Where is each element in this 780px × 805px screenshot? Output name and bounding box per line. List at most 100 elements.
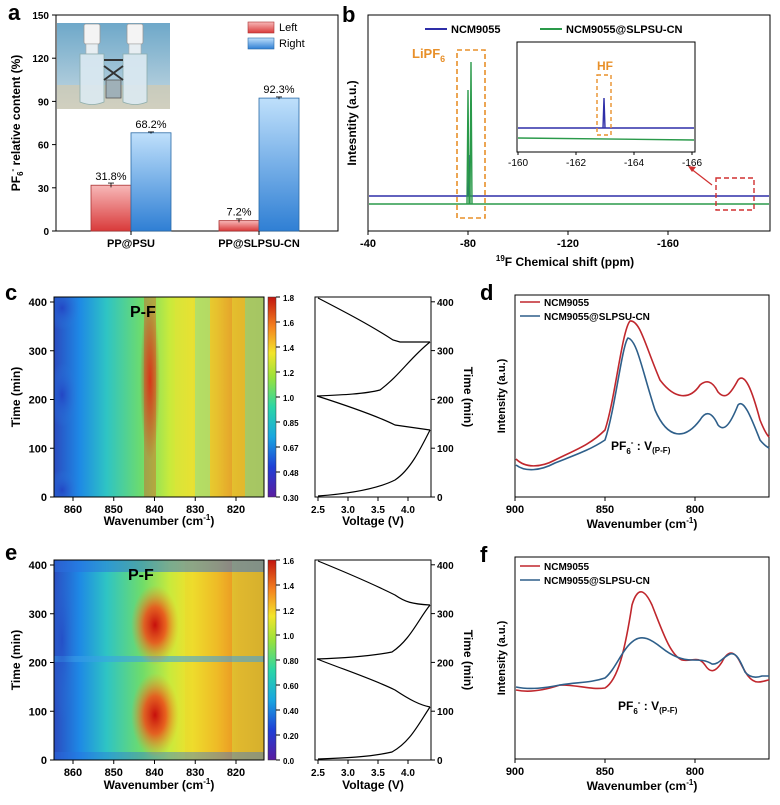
bar-value-label: 92.3% (263, 84, 294, 96)
legend-left: Left (279, 22, 297, 34)
time-tick-label: 300 (437, 610, 454, 621)
voltage-tick-label: 2.5 (311, 768, 325, 779)
x-axis-label: Wavenumber (cm-1) (104, 513, 215, 528)
y-tick-label: 30 (38, 184, 50, 195)
y-tick-label: 0.60 (283, 682, 299, 691)
x-tick-label: 840 (145, 767, 163, 779)
y-tick-label: 1.6 (283, 319, 295, 328)
heatmap-frame (53, 296, 265, 498)
x-tick-label: 850 (105, 767, 123, 779)
voltage-axis-label: Voltage (V) (342, 514, 404, 528)
pf-label: P-F (128, 567, 154, 584)
voltage-tick-label: 3.0 (341, 505, 355, 516)
heatmap-frame (53, 559, 265, 761)
y-tick-label: 1.0 (283, 394, 295, 403)
x-tick-label: -80 (460, 238, 476, 250)
category-label: PP@PSU (107, 238, 155, 250)
inset-tick-label: -164 (624, 158, 644, 169)
x-axis-label: 19F Chemical shift (ppm) (496, 254, 634, 269)
legend-ncm9055: NCM9055 (451, 24, 501, 36)
y-tick-label: 0 (41, 492, 47, 504)
x-tick-label: 900 (506, 766, 524, 778)
y-tick-label: 0.67 (283, 444, 299, 453)
lipf6-box (456, 49, 486, 219)
y-tick-label: 400 (29, 297, 47, 309)
bar-right-1 (258, 97, 300, 232)
panel-c: c P-F 860 850 840 830 820 0 100 200 300 400 Wave… (5, 280, 475, 528)
y-axis-label: Intensity (a.u.) (496, 358, 508, 433)
x-tick-label: 800 (686, 504, 704, 516)
voltage-tick-label: 4.0 (401, 505, 415, 516)
y-tick-label: 0.20 (283, 732, 299, 741)
y-tick-label: 100 (29, 443, 47, 455)
colorbar-ticks: 0.30 0.48 0.67 0.85 1.0 1.2 1.4 1.6 1.8 (276, 294, 299, 503)
x-tick-label: 850 (596, 766, 614, 778)
x-tick-label: 850 (105, 504, 123, 516)
curve-ncm9055-slpsu (515, 637, 769, 690)
bar-value-label: 68.2% (135, 119, 166, 131)
time-axis-label: Time (min) (461, 630, 475, 690)
inset-hf: HF -160 -162 -164 -166 (508, 41, 702, 169)
inset-tick-label: -160 (508, 158, 528, 169)
curve-ncm9055 (515, 591, 770, 692)
arrow-icon (688, 166, 696, 172)
y-axis-label: Time (min) (9, 630, 23, 690)
legend-ncm9055-slpsu: NCM9055@SLPSU-CN (544, 576, 650, 587)
colorbar (267, 559, 277, 761)
y-tick-label: 0 (43, 227, 49, 238)
axes-frame (367, 14, 771, 232)
voltage-axis-ticks: 2.5 3.0 3.5 4.0 0 100 200 300 400 (311, 298, 454, 516)
y-axis-ticks: 0 100 200 300 400 (29, 297, 54, 504)
x-tick-label: 900 (506, 504, 524, 516)
y-tick-label: 200 (29, 395, 47, 407)
time-axis-label: Time (min) (461, 367, 475, 427)
x-tick-label: -160 (657, 238, 679, 250)
x-axis-ticks: PP@PSU PP@SLPSU-CN (107, 231, 300, 250)
x-tick-label: 830 (186, 767, 204, 779)
y-tick-label: 0 (41, 755, 47, 767)
y-tick-label: 1.8 (283, 294, 295, 303)
legend-swatch-right (247, 37, 275, 50)
axes-frame (514, 556, 770, 760)
time-tick-label: 300 (437, 347, 454, 358)
y-tick-label: 0.48 (283, 469, 299, 478)
x-axis-ticks: -40 -80 -120 -160 (360, 231, 679, 250)
panel-label-c: c (5, 280, 17, 305)
x-axis-label: Wavenumber (cm-1) (587, 778, 698, 793)
legend-swatch-left (247, 21, 275, 34)
y-axis-ticks: 0 100 200 300 400 (29, 560, 54, 767)
x-axis-label: Wavenumber (cm-1) (104, 777, 215, 792)
legend-ncm9055: NCM9055 (544, 562, 589, 573)
legend: NCM9055 NCM9055@SLPSU-CN (425, 24, 683, 36)
y-tick-label: 1.2 (283, 607, 295, 616)
y-tick-label: 1.0 (283, 632, 295, 641)
panel-label-f: f (480, 542, 488, 567)
y-tick-label: 400 (29, 560, 47, 572)
y-tick-label: 60 (38, 141, 50, 152)
panel-label-d: d (480, 280, 493, 305)
panel-b: b -40 -80 -120 -160 19F Chemical shift (ppm… (342, 2, 771, 269)
y-tick-label: 300 (29, 609, 47, 621)
y-tick-label: 150 (32, 11, 49, 22)
y-tick-label: 0.85 (283, 419, 299, 428)
x-tick-label: -120 (557, 238, 579, 250)
x-axis-ticks: 900 850 800 (506, 497, 704, 516)
x-axis-ticks: 860 850 840 830 820 (64, 497, 245, 516)
voltage-tick-label: 3.5 (371, 505, 385, 516)
time-tick-label: 200 (437, 395, 454, 406)
y-tick-label: 300 (29, 346, 47, 358)
x-axis-ticks: 860 850 840 830 820 (64, 760, 245, 779)
panel-label-b: b (342, 2, 355, 27)
time-tick-label: 100 (437, 444, 454, 455)
time-tick-label: 200 (437, 658, 454, 669)
x-tick-label: 840 (145, 504, 163, 516)
y-tick-label: 0.40 (283, 707, 299, 716)
x-tick-label: 860 (64, 504, 82, 516)
legend-ncm9055-slpsu: NCM9055@SLPSU-CN (566, 24, 683, 36)
axes-frame (514, 294, 770, 498)
y-tick-label: 100 (29, 706, 47, 718)
y-tick-label: 0.80 (283, 657, 299, 666)
y-axis-label: Intensity (a.u.) (496, 620, 508, 695)
time-tick-label: 400 (437, 561, 454, 572)
